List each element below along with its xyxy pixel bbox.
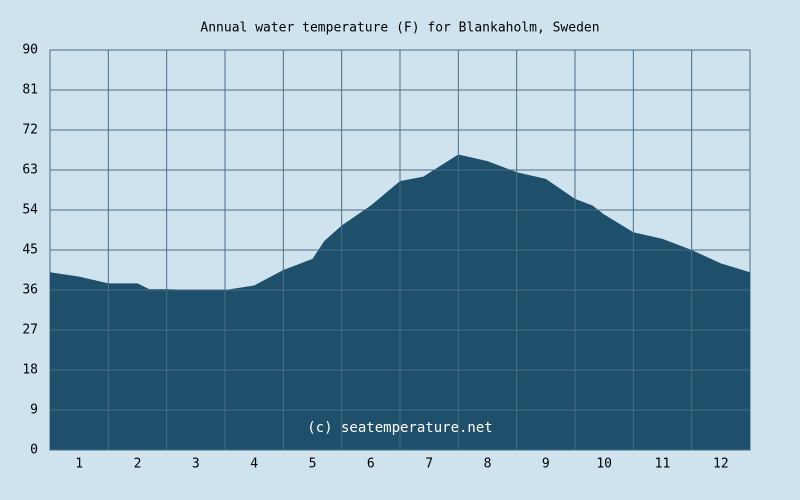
- x-tick-label: 10: [596, 457, 612, 472]
- x-tick-label: 12: [713, 457, 729, 472]
- y-tick-label: 45: [22, 243, 38, 258]
- x-tick-label: 5: [309, 457, 317, 472]
- chart-title: Annual water temperature (F) for Blankah…: [200, 21, 599, 36]
- y-tick-label: 81: [22, 83, 38, 98]
- x-tick-label: 1: [75, 457, 83, 472]
- annotation: (c) seatemperature.net: [307, 420, 492, 436]
- y-tick-label: 27: [22, 323, 38, 338]
- y-tick-label: 36: [22, 283, 38, 298]
- y-tick-label: 0: [30, 443, 38, 458]
- x-tick-label: 7: [425, 457, 433, 472]
- y-tick-label: 72: [22, 123, 38, 138]
- y-tick-label: 18: [22, 363, 38, 378]
- x-tick-label: 11: [655, 457, 671, 472]
- x-tick-label: 9: [542, 457, 550, 472]
- y-tick-label: 90: [22, 43, 38, 58]
- y-tick-label: 63: [22, 163, 38, 178]
- x-tick-label: 8: [484, 457, 492, 472]
- x-tick-label: 2: [134, 457, 142, 472]
- y-tick-label: 54: [22, 203, 38, 218]
- y-tick-label: 9: [30, 403, 38, 418]
- x-tick-label: 4: [250, 457, 258, 472]
- x-tick-label: 6: [367, 457, 375, 472]
- x-tick-label: 3: [192, 457, 200, 472]
